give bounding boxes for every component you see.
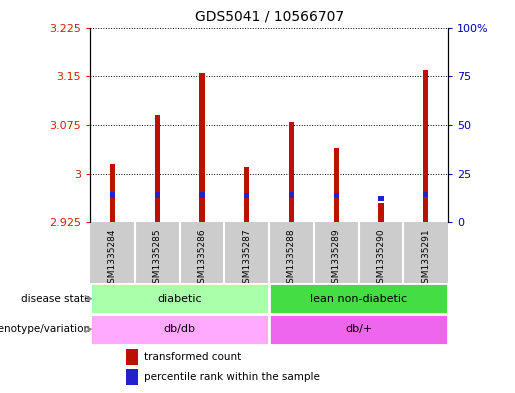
- Text: GSM1335288: GSM1335288: [287, 228, 296, 289]
- Bar: [378, 196, 384, 201]
- Text: GDS5041 / 10566707: GDS5041 / 10566707: [195, 9, 344, 24]
- Bar: [244, 167, 249, 222]
- Text: diabetic: diabetic: [157, 294, 202, 304]
- Bar: [334, 147, 339, 222]
- Bar: [110, 164, 115, 222]
- Bar: [126, 349, 139, 365]
- Text: GSM1335287: GSM1335287: [242, 228, 251, 289]
- Text: GSM1335286: GSM1335286: [197, 228, 207, 289]
- Bar: [289, 121, 294, 222]
- Bar: [378, 203, 384, 222]
- Text: db/db: db/db: [164, 324, 196, 334]
- Bar: [90, 283, 269, 314]
- Bar: [269, 314, 448, 345]
- Text: GSM1335284: GSM1335284: [108, 228, 117, 289]
- Bar: [199, 73, 204, 222]
- Text: transformed count: transformed count: [144, 352, 241, 362]
- Text: lean non-diabetic: lean non-diabetic: [310, 294, 407, 304]
- Bar: [154, 115, 160, 222]
- Text: db/+: db/+: [345, 324, 372, 334]
- Text: percentile rank within the sample: percentile rank within the sample: [144, 372, 320, 382]
- Bar: [90, 314, 269, 345]
- Bar: [334, 193, 339, 198]
- Bar: [244, 193, 249, 198]
- Text: GSM1335291: GSM1335291: [421, 228, 430, 289]
- Bar: [154, 192, 160, 198]
- Text: GSM1335290: GSM1335290: [376, 228, 385, 289]
- Text: GSM1335289: GSM1335289: [332, 228, 341, 289]
- Text: genotype/variation: genotype/variation: [0, 324, 90, 334]
- Bar: [269, 283, 448, 314]
- Bar: [110, 192, 115, 198]
- Bar: [199, 192, 204, 198]
- Bar: [423, 70, 428, 222]
- Bar: [126, 369, 139, 385]
- Text: GSM1335285: GSM1335285: [153, 228, 162, 289]
- Bar: [423, 192, 428, 197]
- Bar: [289, 192, 294, 198]
- Text: disease state: disease state: [21, 294, 90, 304]
